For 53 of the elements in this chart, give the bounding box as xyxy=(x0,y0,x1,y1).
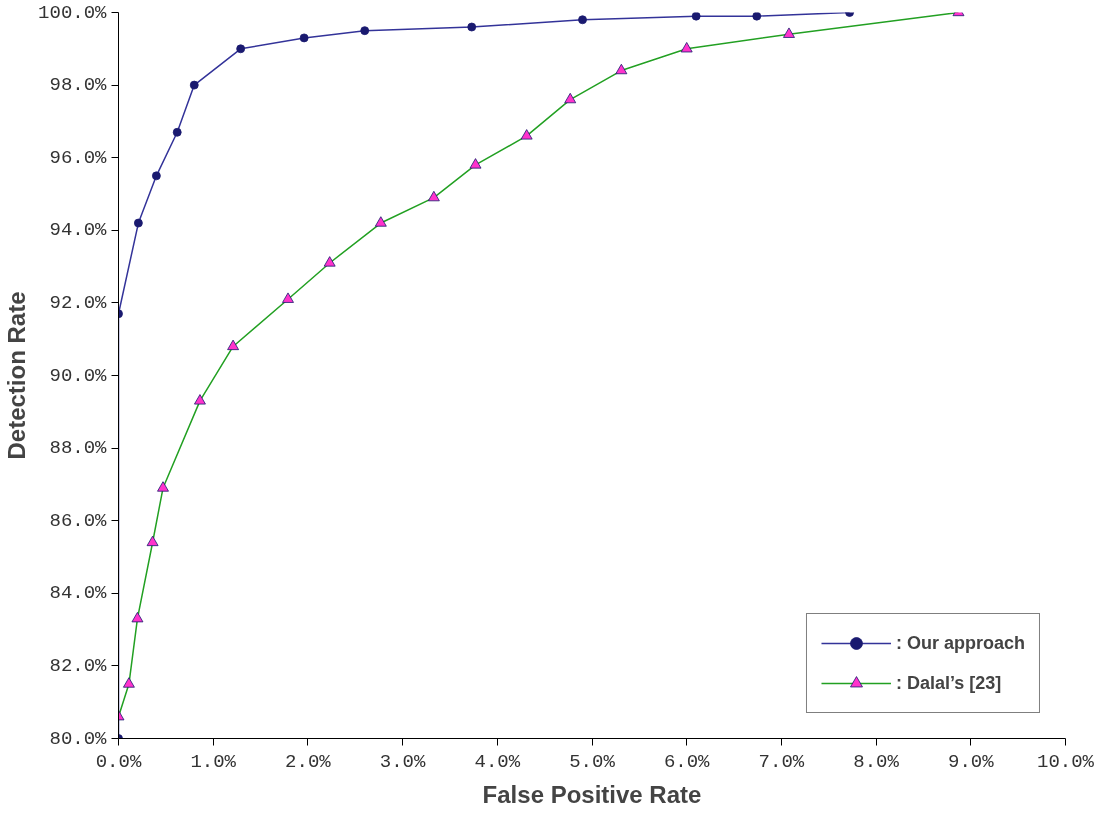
y-tick-label: 88.0% xyxy=(49,437,108,460)
point xyxy=(469,158,482,169)
x-tick-label: 0.0% xyxy=(95,750,142,773)
x-tick-label: 6.0% xyxy=(663,750,711,773)
legend-label: : Our approach xyxy=(895,632,1025,654)
point xyxy=(189,80,199,90)
point xyxy=(691,12,701,21)
y-tick-label: 94.0% xyxy=(49,219,108,242)
y-tick-label: 86.0% xyxy=(49,509,108,532)
y-tick-label: 96.0% xyxy=(49,146,108,169)
point xyxy=(194,394,206,405)
point xyxy=(360,26,370,36)
x-tick-label: 3.0% xyxy=(379,750,426,773)
point xyxy=(227,339,239,351)
point xyxy=(752,12,762,21)
x-tick-label: 10.0% xyxy=(1037,750,1095,773)
point xyxy=(151,171,161,181)
point xyxy=(236,44,246,54)
point xyxy=(282,292,294,303)
y-tick-label: 82.0% xyxy=(49,654,108,677)
x-tick-label: 4.0% xyxy=(474,750,521,773)
point xyxy=(680,42,693,53)
y-tick-label: 92.0% xyxy=(49,291,108,314)
point xyxy=(133,218,143,228)
point xyxy=(578,15,587,25)
y-tick-label: 90.0% xyxy=(49,364,108,387)
point xyxy=(564,92,577,104)
x-tick-label: 9.0% xyxy=(948,750,995,773)
point xyxy=(131,611,144,623)
x-tick-label: 5.0% xyxy=(569,750,616,773)
point xyxy=(374,216,387,227)
y-tick-label: 84.0% xyxy=(49,582,108,605)
y-tick-label: 100.0% xyxy=(38,1,108,24)
legend-label: : Dalal’s [23] xyxy=(895,672,1002,694)
y-axis-title: Detection Rate xyxy=(3,291,31,460)
x-tick-label: 1.0% xyxy=(190,750,237,773)
y-tick-label: 98.0% xyxy=(49,74,108,97)
x-tick-label: 7.0% xyxy=(758,750,805,773)
point xyxy=(323,256,336,267)
point xyxy=(123,677,135,688)
point xyxy=(157,481,169,492)
y-tick-label: 80.0% xyxy=(49,727,108,750)
point xyxy=(520,129,533,140)
x-tick-label: 2.0% xyxy=(285,750,332,773)
point xyxy=(299,33,309,43)
x-axis-title: False Positive Rate xyxy=(482,780,702,808)
point xyxy=(467,22,477,32)
x-tick-label: 8.0% xyxy=(853,750,900,773)
point xyxy=(146,535,159,547)
point xyxy=(783,27,795,38)
point xyxy=(615,63,628,75)
point xyxy=(427,190,440,202)
point xyxy=(172,127,182,137)
